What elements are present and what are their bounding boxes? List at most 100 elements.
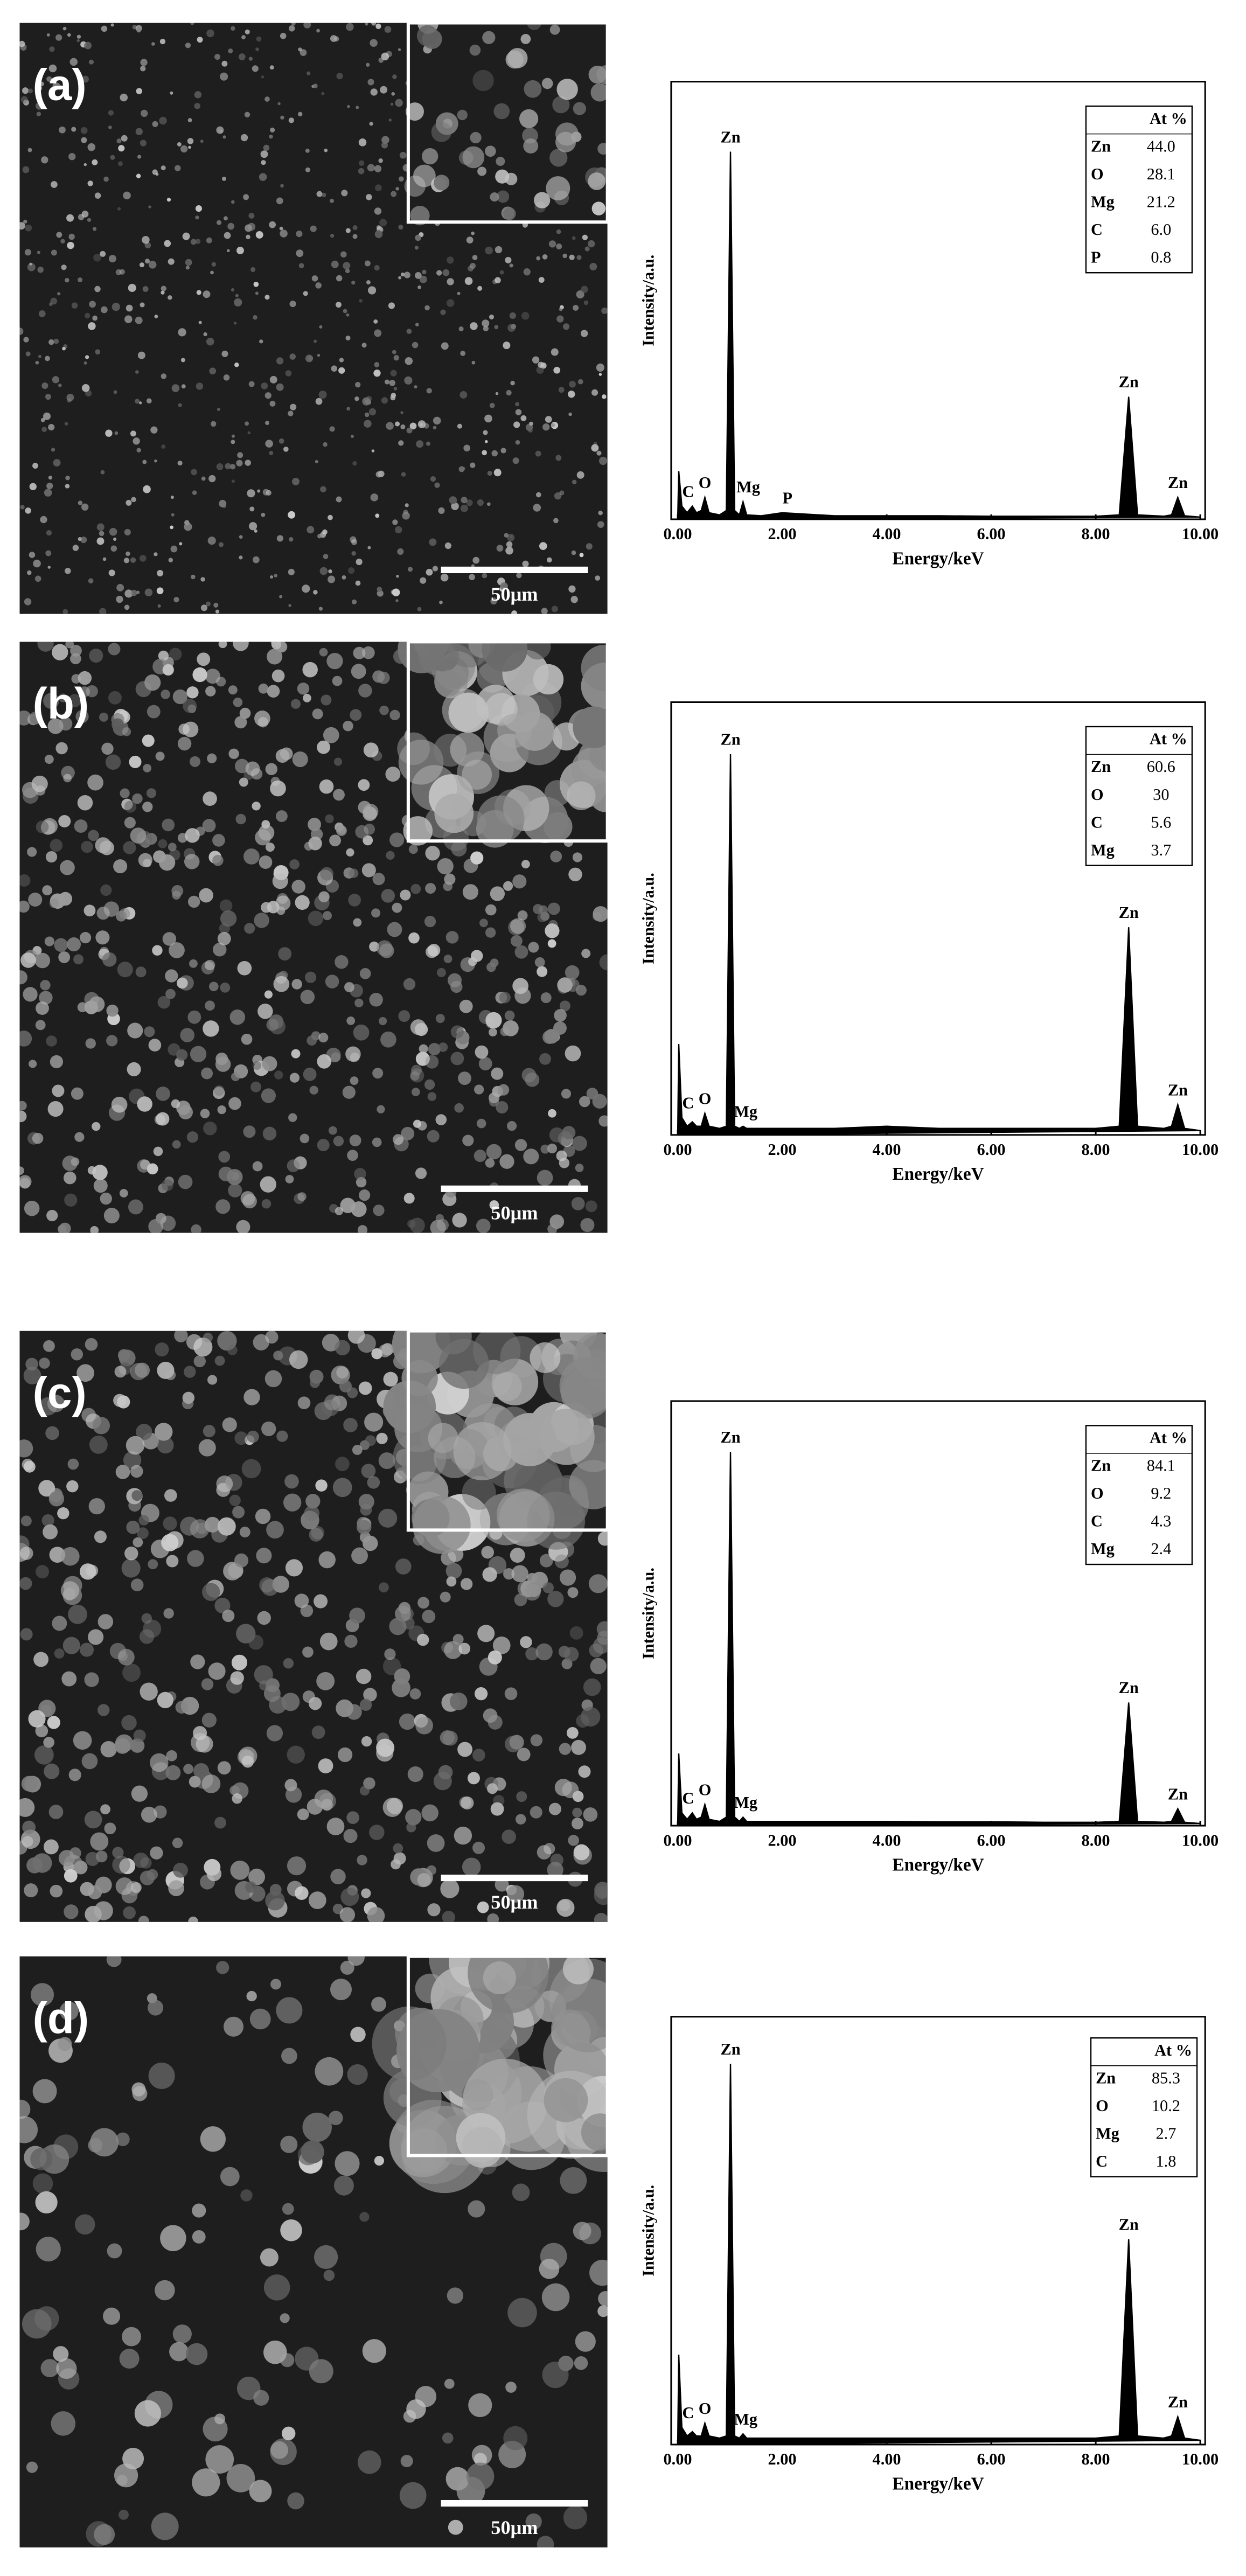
sem-particle [142,802,153,812]
sem-particle [572,1136,587,1151]
sem-image [19,1329,609,1922]
sem-particle [265,763,278,775]
peak-label: O [699,474,712,492]
sem-particle [281,1693,300,1711]
sem-particle [148,261,157,269]
sem-particle [458,326,464,332]
sem-particle [256,1548,272,1564]
sem-particle [439,600,443,604]
sem-particle [172,2324,192,2344]
sem-particle [138,853,152,867]
inset-border [406,21,609,224]
sem-particle [503,207,516,220]
sem-particle [285,370,292,377]
sem-particle [222,504,227,509]
sem-particle [349,1607,365,1624]
sem-particle [390,102,394,106]
sem-particle [218,1151,231,1163]
sem-particle [373,319,378,324]
sem-particle [209,981,219,992]
sem-particle [55,34,62,41]
sem-particle [40,980,51,991]
sem-particle [260,1176,276,1193]
sem-particle [481,1545,495,1559]
sem-particle [135,316,143,324]
sem-particle [549,149,568,167]
sem-particle [515,409,522,415]
sem-particle [155,2280,175,2301]
sem-particle [559,1743,572,1755]
sem-particle [570,596,578,603]
sem-particle [231,200,235,204]
sem-particle [556,1150,567,1161]
sem-particle [477,1625,495,1642]
sem-particle [141,1806,157,1823]
sem-particle [367,546,371,549]
sem-particle [346,407,350,411]
sem-particle [358,1381,372,1395]
sem-particle [127,1062,141,1076]
peak-label: Mg [734,2410,757,2428]
sem-particle [123,1451,142,1470]
sem-particle [553,518,559,524]
sem-particle [179,542,183,546]
sem-particle [476,1219,491,1233]
sem-particle [343,262,351,270]
sem-particle [72,545,79,551]
sem-particle [381,397,388,404]
sem-particle [453,1422,512,1480]
sem-particle [579,1096,590,1108]
sem-particle [415,234,421,241]
x-axis-title: Energy/keV [892,2474,984,2494]
sem-particle [512,874,527,889]
sem-particle [108,643,121,656]
sem-particle [406,329,412,334]
sem-particle [359,1698,372,1711]
sem-particle [308,1891,326,1909]
sem-particle [351,551,356,556]
sem-particle [513,421,520,428]
sem-particle [496,1488,550,1542]
sem-particle [123,191,131,200]
sem-particle [133,437,140,445]
sem-particle [57,1507,69,1520]
sem-particle [270,780,286,797]
sem-particle [348,567,355,574]
sem-particle [43,1737,54,1748]
sem-particle [346,1017,356,1025]
sem-particle [234,1431,248,1445]
sem-particle [61,1547,80,1566]
sem-particle [51,249,57,256]
sem-particle [309,1085,318,1095]
sem-particle [324,1394,340,1411]
sem-particle [419,275,427,283]
sem-particle [243,194,249,200]
sem-particle [261,1421,276,1437]
sem-particle [400,272,405,277]
sem-particle [84,41,92,50]
sem-particle [446,1563,462,1579]
sem-particle [36,112,41,116]
sem-particle [71,127,76,132]
sem-particle [363,835,373,846]
sem-particle [333,757,343,766]
sem-particle [98,1614,114,1630]
sem-particle [561,1089,572,1099]
sem-particle [297,112,303,117]
sem-particle [392,519,398,525]
sem-particle [370,88,378,96]
sem-particle [19,1101,27,1111]
sem-particle [288,117,294,123]
sem-particle [381,142,388,149]
sem-particle [107,2243,122,2259]
sem-particle [163,1516,177,1531]
sem-particle [92,315,98,321]
table-element: Zn [1096,2069,1116,2087]
sem-particle [231,1654,247,1670]
sem-particle [316,191,323,197]
sem-particle [135,370,139,374]
sem-particle [22,166,30,173]
sem-particle [374,207,382,215]
sem-particle [280,32,287,39]
sem-particle [542,1582,554,1593]
